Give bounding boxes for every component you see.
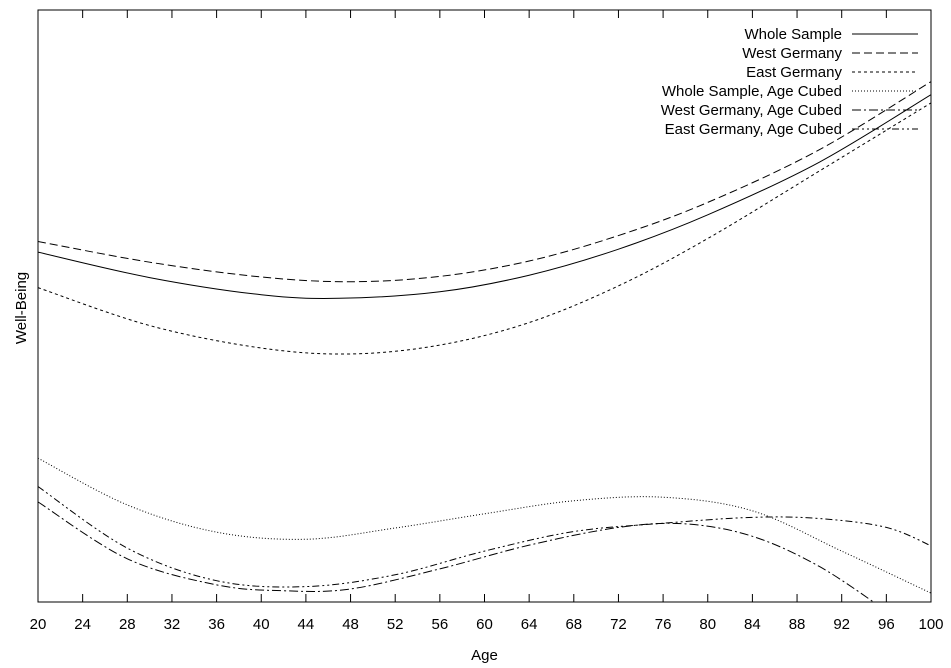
x-tick-label: 76 [655,616,672,633]
x-tick-label: 24 [74,616,91,633]
series-layer [38,81,931,602]
legend-label: East Germany [746,64,842,81]
series-line-whole-sample [38,94,931,299]
series-line-whole-sample-age-cubed [38,457,931,594]
x-tick-label: 40 [253,616,270,633]
series-line-east-germany [38,102,931,355]
x-tick-label: 28 [119,616,136,633]
legend: Whole Sample West Germany East Germany Whol… [661,26,918,138]
x-tick-label: 32 [164,616,181,633]
legend-label: East Germany, Age Cubed [665,121,842,138]
x-tick-label: 88 [789,616,806,633]
x-tick-label: 84 [744,616,761,633]
legend-label: Whole Sample, Age Cubed [662,83,842,100]
x-tick-label: 48 [342,616,359,633]
x-tick-label: 72 [610,616,627,633]
series-line-west-germany-age-cubed [38,501,875,602]
legend-label: West Germany [742,45,842,62]
x-ticks: 20 24 28 32 36 40 44 48 52 56 60 64 68 72 76 80 84 88 92 96… [30,10,944,633]
series-line-west-germany [38,81,931,283]
x-tick-label: 96 [878,616,895,633]
y-axis-label: Well-Being [13,272,30,344]
x-tick-label: 44 [298,616,315,633]
x-tick-label: 36 [208,616,225,633]
x-tick-label: 80 [699,616,716,633]
x-tick-label: 68 [565,616,582,633]
x-axis-label: Age [471,647,498,664]
x-tick-label: 100 [918,616,943,633]
series-line-east-germany-age-cubed [38,486,931,588]
x-tick-label: 56 [432,616,449,633]
legend-label: Whole Sample [744,26,842,43]
x-tick-label: 52 [387,616,404,633]
x-tick-label: 64 [521,616,538,633]
legend-label: West Germany, Age Cubed [661,102,842,119]
x-tick-label: 60 [476,616,493,633]
x-tick-label: 92 [833,616,850,633]
x-tick-label: 20 [30,616,47,633]
